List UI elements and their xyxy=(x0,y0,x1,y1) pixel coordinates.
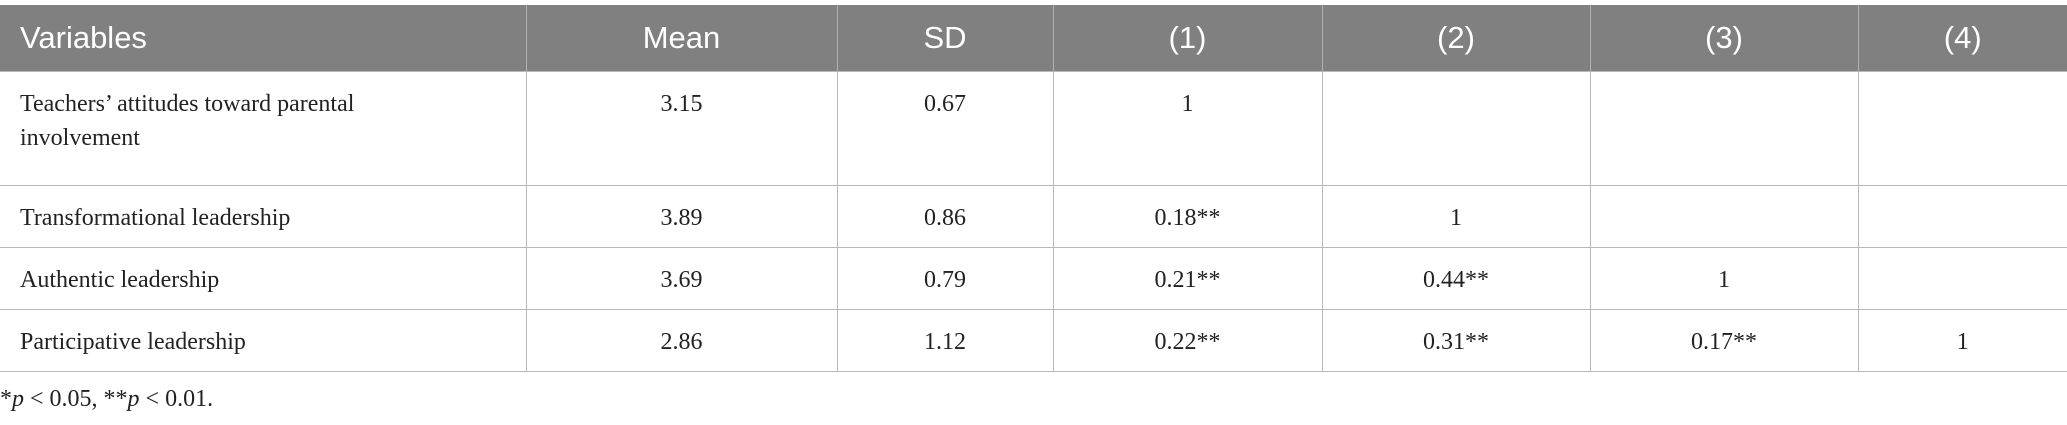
header-row: Variables Mean SD (1) (2) (3) (4) xyxy=(0,5,2067,72)
table-body: Teachers’ attitudes toward parental invo… xyxy=(0,71,2067,372)
value-cell: 1.12 xyxy=(836,309,1054,372)
value-cell: 0.31** xyxy=(1321,309,1591,372)
header-cell: (2) xyxy=(1321,5,1590,72)
value-cell: 1 xyxy=(1857,309,2067,372)
value-cell: 0.79 xyxy=(836,247,1054,310)
footnote-part: < 0.05, ** xyxy=(24,386,128,412)
header-cell: (3) xyxy=(1589,5,1858,72)
value-cell: 3.15 xyxy=(525,71,838,186)
header-cell: (4) xyxy=(1857,5,2067,72)
value-cell: 0.21** xyxy=(1052,247,1323,310)
value-cell: 0.18** xyxy=(1052,185,1323,248)
footnote-part: p xyxy=(127,386,140,412)
variable-cell: Participative leadership xyxy=(0,309,527,372)
header-cell: Variables xyxy=(0,5,526,72)
empty-cell xyxy=(1857,185,2067,248)
footnote-part: p xyxy=(12,386,24,412)
footnote-part: * xyxy=(0,386,12,412)
table-row: Participative leadership 2.86 1.12 0.22** 0.… xyxy=(0,309,2067,372)
empty-cell xyxy=(1857,247,2067,310)
header-cell: SD xyxy=(836,5,1053,72)
header-cell: (1) xyxy=(1052,5,1322,72)
table-row: Authentic leadership 3.69 0.79 0.21** 0.44**… xyxy=(0,247,2067,310)
value-cell: 2.86 xyxy=(525,309,838,372)
value-cell: 0.44** xyxy=(1321,247,1591,310)
value-cell: 0.86 xyxy=(836,185,1054,248)
correlation-table: Variables Mean SD (1) (2) (3) (4) Teachers’ at… xyxy=(0,5,2067,372)
header-cell: Mean xyxy=(525,5,837,72)
value-cell: 3.89 xyxy=(525,185,838,248)
table-row: Transformational leadership 3.89 0.86 0.18*… xyxy=(0,185,2067,248)
variable-cell: Authentic leadership xyxy=(0,247,527,310)
empty-cell xyxy=(1321,71,1591,186)
value-cell: 1 xyxy=(1321,185,1591,248)
value-cell: 0.22** xyxy=(1052,309,1323,372)
value-cell: 0.17** xyxy=(1589,309,1859,372)
table-row: Teachers’ attitudes toward parental invo… xyxy=(0,71,2067,186)
empty-cell xyxy=(1589,185,1859,248)
empty-cell xyxy=(1857,71,2067,186)
variable-cell: Teachers’ attitudes toward parental invo… xyxy=(0,71,527,186)
variable-cell: Transformational leadership xyxy=(0,185,527,248)
value-cell: 3.69 xyxy=(525,247,838,310)
footnote-part: < 0.01. xyxy=(139,386,214,412)
value-cell: 1 xyxy=(1052,71,1323,186)
footnote: *p < 0.05, **p < 0.01. xyxy=(0,386,213,413)
value-cell: 0.67 xyxy=(836,71,1054,186)
empty-cell xyxy=(1589,71,1859,186)
value-cell: 1 xyxy=(1589,247,1859,310)
